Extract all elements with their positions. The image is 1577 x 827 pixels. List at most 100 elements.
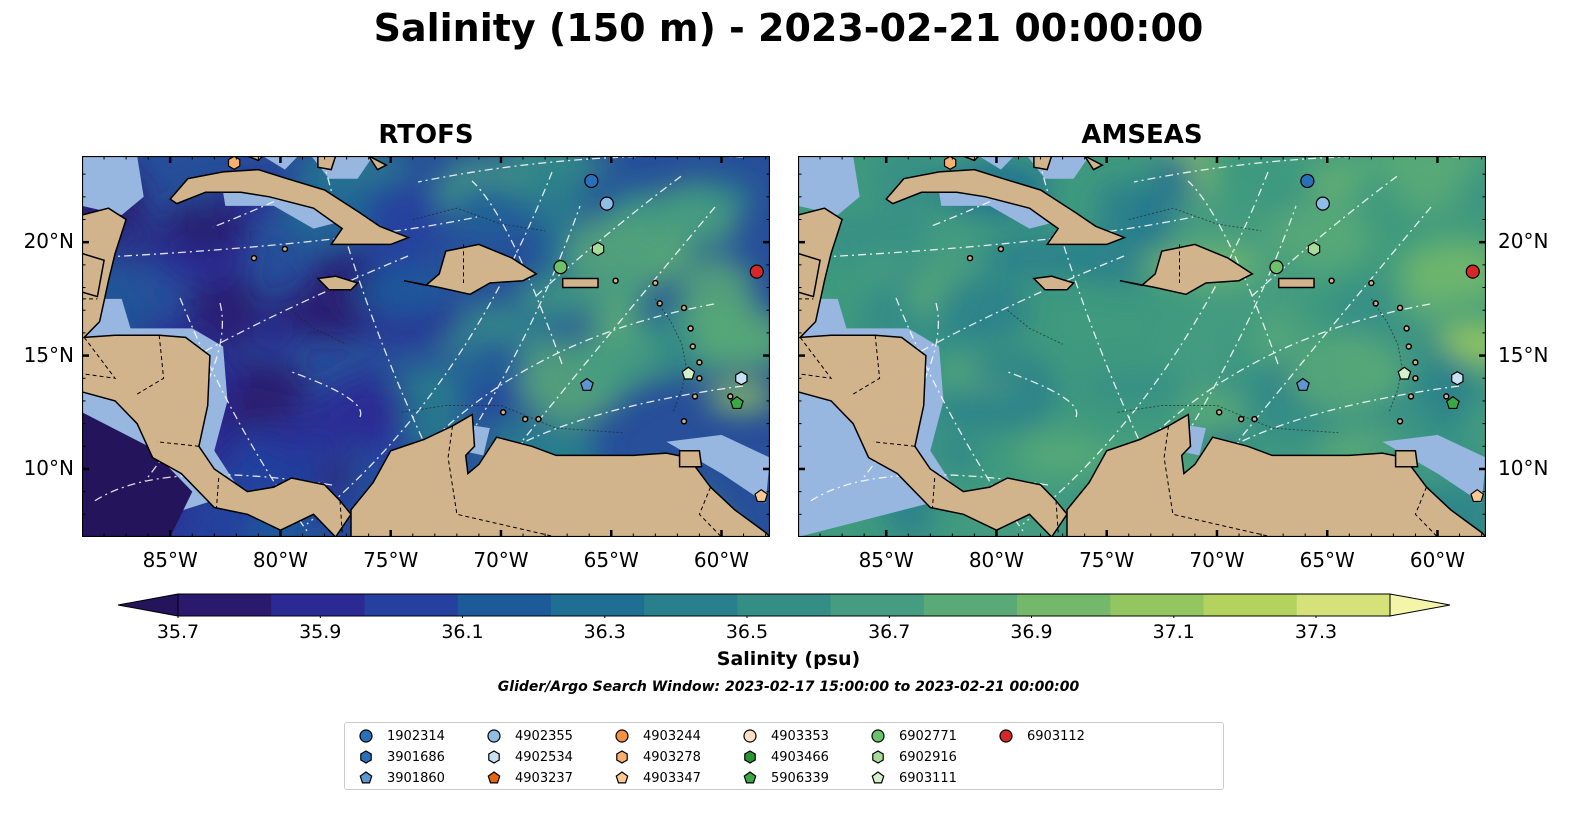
- colorbar-tick-label: 37.1: [1152, 621, 1195, 643]
- lat-label-right: 20°N: [1498, 229, 1549, 254]
- colorbar-tick-label: 36.9: [1010, 621, 1053, 643]
- land-masses: [82, 156, 770, 537]
- colorbar-label: Salinity (psu): [716, 648, 861, 670]
- legend-item-3901686: 3901686: [357, 748, 445, 766]
- legend-label: 4903347: [643, 770, 701, 786]
- float-marker-6902916[interactable]: [591, 241, 605, 257]
- colorbar-segment: [364, 594, 459, 616]
- legend-label: 1902314: [387, 728, 445, 744]
- lat-label-right: 10°N: [1498, 455, 1549, 480]
- colorbar-under-arrow: [117, 593, 179, 617]
- float-marker-6903111[interactable]: [681, 366, 696, 380]
- float-marker-6903111[interactable]: [1397, 366, 1412, 380]
- float-marker-6902771[interactable]: [553, 260, 568, 275]
- float-marker-4902534[interactable]: [1451, 371, 1464, 386]
- float-marker-1902314[interactable]: [1300, 173, 1315, 189]
- pentagon-marker-icon: [743, 771, 757, 784]
- colorbar-tick-label: 36.3: [583, 621, 626, 643]
- legend-label: 5906339: [771, 770, 829, 786]
- float-marker-4903278[interactable]: [943, 156, 957, 170]
- colorbar-segment: [1203, 594, 1298, 616]
- colorbar-segment: [457, 594, 552, 616]
- float-legend: 1902314 3901686 3901860 4902355 4902534 49032…: [344, 722, 1224, 790]
- lat-label-left: 15°N: [23, 342, 74, 367]
- lon-label: 75°W: [363, 548, 419, 572]
- legend-item-4903347: 4903347: [613, 769, 701, 787]
- circle-marker-icon: [359, 729, 373, 743]
- isobath-contours: [1007, 207, 1403, 434]
- colorbar-segment: [271, 594, 365, 616]
- float-marker-4902355[interactable]: [1315, 196, 1330, 211]
- float-markers: [227, 156, 769, 503]
- colorbar-tick-label: 35.7: [156, 621, 200, 643]
- float-marker-5906339[interactable]: [1446, 395, 1460, 410]
- legend-item-4902534: 4902534: [485, 748, 573, 766]
- salinity-colorbar: [117, 593, 1451, 618]
- lat-label-left: 20°N: [23, 229, 74, 254]
- map-panel-amseas[interactable]: [798, 156, 1486, 537]
- float-marker-4903278[interactable]: [227, 156, 241, 170]
- float-marker-3901860[interactable]: [1296, 377, 1310, 391]
- circle-marker-icon: [743, 729, 757, 743]
- lon-label: 60°W: [1409, 548, 1466, 572]
- map-panel-rtofs[interactable]: [82, 156, 770, 537]
- float-marker-6903112[interactable]: [1465, 264, 1480, 279]
- main-title: Salinity (150 m) - 2023-02-21 00:00:00: [373, 6, 1204, 50]
- float-marker-6902771[interactable]: [1269, 260, 1284, 275]
- land-masses: [798, 156, 1486, 537]
- legend-label: 4903237: [515, 770, 573, 786]
- colorbar-segment: [1017, 594, 1111, 616]
- float-marker-4903347[interactable]: [754, 488, 769, 503]
- legend-item-4903466: 4903466: [741, 748, 829, 766]
- colorbar-tick-label: 36.5: [725, 621, 769, 643]
- float-marker-5906339[interactable]: [730, 395, 744, 410]
- country-borders: [798, 244, 1438, 537]
- legend-label: 6903112: [1027, 728, 1085, 744]
- colorbar-segment: [830, 594, 925, 616]
- hexagon-marker-icon: [744, 750, 756, 764]
- legend-item-6902771: 6902771: [869, 727, 957, 745]
- colorbar-tick-label: 36.7: [868, 621, 911, 643]
- lon-label: 65°W: [1299, 548, 1355, 572]
- circle-marker-icon: [999, 729, 1013, 743]
- float-marker-3901860[interactable]: [580, 377, 594, 391]
- float-marker-4902355[interactable]: [599, 196, 614, 211]
- search-window-text: Glider/Argo Search Window: 2023-02-17 15…: [497, 679, 1080, 695]
- colorbar-segment: [1110, 594, 1205, 616]
- float-marker-4902534[interactable]: [735, 371, 748, 386]
- country-borders: [82, 244, 722, 537]
- legend-label: 6902916: [899, 749, 957, 765]
- lon-label: 70°W: [473, 548, 529, 572]
- float-marker-1902314[interactable]: [584, 173, 599, 189]
- circle-marker-icon: [615, 729, 629, 743]
- map-frame-ticks: [82, 156, 770, 537]
- legend-item-3901860: 3901860: [357, 769, 445, 787]
- float-marker-4903347[interactable]: [1470, 488, 1485, 503]
- colorbar-over-arrow: [1389, 593, 1451, 617]
- legend-item-4903237: 4903237: [485, 769, 573, 787]
- panel-title-rtofs: RTOFS: [378, 120, 474, 150]
- float-marker-6903112[interactable]: [749, 264, 764, 279]
- lon-label: 70°W: [1189, 548, 1245, 572]
- legend-item-6903111: 6903111: [869, 769, 957, 787]
- legend-item-4902355: 4902355: [485, 727, 573, 745]
- isobath-contours: [291, 207, 687, 434]
- lat-label-left: 10°N: [23, 455, 74, 480]
- legend-item-4903353: 4903353: [741, 727, 829, 745]
- legend-item-6902916: 6902916: [869, 748, 957, 766]
- legend-label: 3901860: [387, 770, 445, 786]
- circle-marker-icon: [871, 729, 885, 743]
- legend-label: 6902771: [899, 728, 957, 744]
- pentagon-marker-icon: [487, 771, 501, 784]
- float-marker-6902916[interactable]: [1307, 241, 1321, 257]
- lon-label: 80°W: [968, 548, 1025, 572]
- legend-label: 4902534: [515, 749, 573, 765]
- lon-label: 85°W: [142, 548, 198, 572]
- hexagon-marker-icon: [616, 750, 628, 764]
- legend-label: 4903244: [643, 728, 701, 744]
- lon-label: 60°W: [693, 548, 750, 572]
- colorbar-tick-label: 36.1: [441, 621, 484, 643]
- colorbar-segment: [178, 594, 272, 616]
- lon-label: 85°W: [858, 548, 914, 572]
- legend-item-1902314: 1902314: [357, 727, 445, 745]
